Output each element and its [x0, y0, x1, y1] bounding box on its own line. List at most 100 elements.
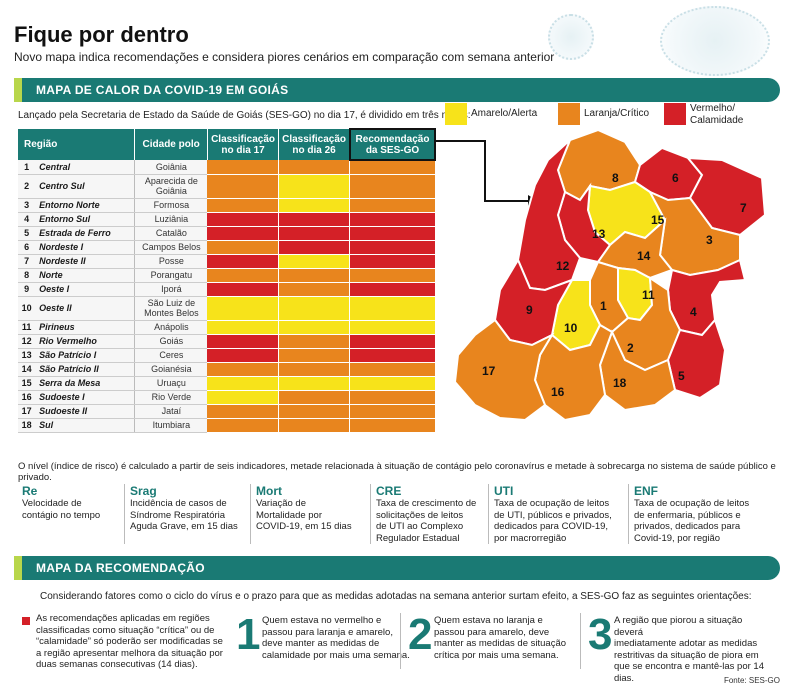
rule-text: Quem estava no laranja e passou para amar…	[434, 615, 586, 661]
row-city-l2: Montes Belos	[144, 308, 199, 318]
section-bar-label: MAPA DE CALOR DA COVID-19 EM GOIÁS	[36, 83, 289, 97]
row-city: Rio Verde	[134, 390, 208, 405]
row-number: 8	[18, 268, 36, 283]
table-row: 8 Norte Porangatu	[18, 268, 435, 283]
row-recommendation-cell	[349, 296, 435, 321]
row-class26-cell	[278, 268, 351, 283]
row-city-l2: Goiânia	[155, 186, 187, 196]
row-recommendation-cell	[349, 282, 435, 297]
row-region: Nordeste II	[35, 254, 135, 269]
regions-table: Região Cidade polo Classificação no dia 1…	[18, 128, 437, 433]
rule-line: calamidade por mais uma semana.	[262, 649, 410, 661]
indicator-abbr: UTI	[494, 484, 514, 498]
indicator-abbr: Srag	[130, 484, 157, 498]
indicator-cre: CRE Taxa de crescimento de solicitações de…	[370, 484, 494, 544]
legend-red-label-line2: Calamidade	[690, 115, 744, 126]
row-recommendation-cell	[349, 226, 435, 241]
table-row: 4 Entorno Sul Luziânia	[18, 212, 435, 227]
table-row: 17 Sudoeste II Jataí	[18, 404, 435, 419]
map-label: 12	[556, 259, 570, 273]
legend-orange: Laranja/Crítico	[558, 103, 649, 125]
row-city: Goiânia	[134, 160, 208, 175]
row-number: 10	[18, 296, 36, 321]
indicator-desc: de enfermaria, públicos e	[634, 509, 741, 521]
row-class26-cell	[278, 348, 351, 363]
row-class26-cell	[278, 376, 351, 391]
row-class17-cell	[207, 390, 280, 405]
arrow-line	[436, 140, 486, 142]
table-row: 14 São Patrício II Goianésia	[18, 362, 435, 377]
row-city: Porangatu	[134, 268, 208, 283]
section-bar-heat-map: MAPA DE CALOR DA COVID-19 EM GOIÁS	[14, 78, 780, 102]
header-region: Região	[18, 129, 136, 160]
indicator-desc: dedicados para COVID-19,	[494, 521, 609, 532]
row-city: Iporá	[134, 282, 208, 297]
map-label: 18	[613, 376, 627, 390]
note-line: “calamidade” só poderão ser modificadas …	[36, 636, 223, 647]
row-city: Posse	[134, 254, 208, 269]
indicator-desc: Taxa de crescimento de	[376, 498, 477, 509]
row-city-l1: Itumbiara	[152, 420, 191, 430]
indicator-mort: Mort Variação de Mortalidade por COVID-19, …	[250, 484, 374, 544]
rule-line: manter as medidas de situação	[434, 638, 567, 649]
row-class26-cell	[278, 296, 351, 321]
row-region: Central	[35, 160, 135, 175]
row-class26-cell	[278, 240, 351, 255]
row-class17-cell	[207, 212, 280, 227]
indicator-desc: Incidência de casos de	[130, 498, 227, 509]
row-region: Serra da Mesa	[35, 376, 135, 391]
row-region: Oeste II	[35, 296, 135, 321]
row-city-l1: Jataí	[161, 406, 182, 416]
rule-line: A região que piorou a situação deverá	[614, 615, 743, 638]
row-class17-cell	[207, 348, 280, 363]
rule-line: passou para amarelo, deve	[434, 626, 550, 638]
row-class17-cell	[207, 418, 280, 433]
legend-red-label-line1: Vermelho/	[690, 103, 736, 114]
row-region: Sudoeste II	[35, 404, 135, 419]
map-label: 9	[526, 303, 533, 317]
header-city: Cidade polo	[134, 129, 208, 160]
recommendation-note: As recomendações aplicadas em regiões cl…	[36, 613, 226, 671]
arrow-line	[484, 140, 486, 202]
map-label: 14	[637, 249, 651, 263]
rule-divider	[400, 613, 401, 669]
row-recommendation-cell	[349, 418, 435, 433]
indicator-abbr: ENF	[634, 484, 658, 498]
row-recommendation-cell	[349, 348, 435, 363]
header-class26: Classificação no dia 26	[278, 129, 351, 160]
header-recommendation: Recomendação da SES-GO	[348, 128, 437, 161]
section-bar-label: MAPA DA RECOMENDAÇÃO	[36, 561, 205, 575]
row-city-l1: Campos Belos	[142, 242, 201, 252]
table-row: 11 Pirineus Anápolis	[18, 320, 435, 335]
virus-decoration-icon	[548, 14, 594, 60]
rule-number: 3	[588, 610, 613, 659]
row-region: São Patrício I	[35, 348, 135, 363]
row-city-l1: Aparecida de	[144, 176, 198, 186]
row-city: Goiás	[134, 334, 208, 349]
indicator-desc: Mortalidade por	[256, 509, 323, 521]
table-row: 6 Nordeste I Campos Belos	[18, 240, 435, 255]
row-class26-cell	[278, 226, 351, 241]
map-label: 16	[551, 385, 565, 399]
red-square-icon	[22, 617, 30, 625]
indicator-abbr: CRE	[376, 484, 402, 498]
row-number: 9	[18, 282, 36, 297]
row-city-l1: Anápolis	[154, 322, 189, 332]
row-region: Norte	[35, 268, 135, 283]
note-line: classificadas como situação “crítica” ou…	[36, 624, 215, 636]
row-city-l1: Iporá	[161, 284, 182, 294]
map-label: 6	[672, 171, 679, 185]
indicator-divider	[124, 484, 125, 544]
map-region-4	[666, 258, 747, 337]
map-label: 4	[690, 305, 697, 319]
legend-orange-swatch	[558, 103, 580, 125]
map-label: 5	[678, 369, 685, 383]
row-recommendation-cell	[349, 376, 435, 391]
header-class17-l1: Classificação	[211, 133, 275, 145]
row-number: 2	[18, 174, 36, 199]
table-row: 9 Oeste I Iporá	[18, 282, 435, 297]
row-number: 3	[18, 198, 36, 213]
indicator-re: Re Velocidade de contágio no tempo	[22, 484, 140, 521]
intro-text: Lançado pela Secretaria de Estado da Saú…	[18, 110, 471, 121]
row-region: Sul	[35, 418, 135, 433]
